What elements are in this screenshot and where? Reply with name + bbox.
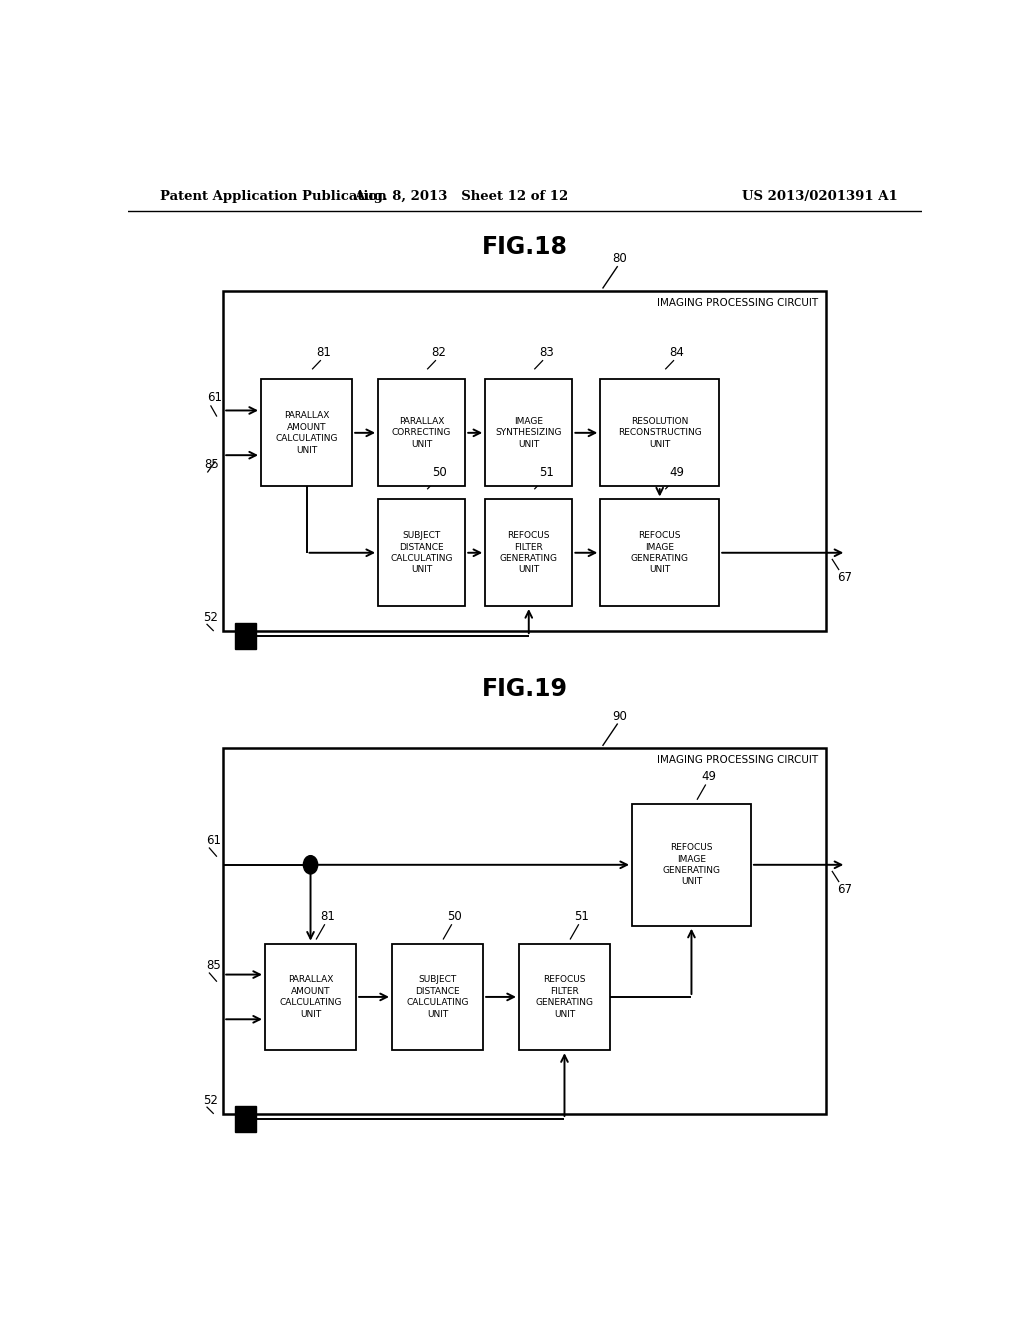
- Text: 51: 51: [574, 911, 590, 923]
- Text: 83: 83: [539, 346, 554, 359]
- Text: 67: 67: [838, 883, 852, 896]
- Bar: [378, 379, 465, 486]
- Text: REFOCUS
FILTER
GENERATING
UNIT: REFOCUS FILTER GENERATING UNIT: [536, 975, 594, 1019]
- Text: 84: 84: [670, 346, 685, 359]
- Text: PARALLAX
AMOUNT
CALCULATING
UNIT: PARALLAX AMOUNT CALCULATING UNIT: [275, 411, 338, 454]
- Text: 52: 52: [204, 1094, 218, 1106]
- Text: US 2013/0201391 A1: US 2013/0201391 A1: [742, 190, 898, 202]
- Text: FIG.18: FIG.18: [482, 235, 567, 259]
- Bar: [265, 944, 356, 1051]
- Bar: [485, 499, 572, 606]
- Text: 85: 85: [204, 458, 219, 471]
- Text: 82: 82: [432, 346, 446, 359]
- Bar: [600, 379, 719, 486]
- Text: IMAGING PROCESSING CIRCUIT: IMAGING PROCESSING CIRCUIT: [657, 755, 818, 766]
- Text: 49: 49: [701, 771, 717, 784]
- Text: PARALLAX
AMOUNT
CALCULATING
UNIT: PARALLAX AMOUNT CALCULATING UNIT: [280, 975, 342, 1019]
- Bar: [632, 804, 751, 925]
- Bar: [223, 290, 826, 631]
- Text: 81: 81: [316, 346, 332, 359]
- Text: IMAGING PROCESSING CIRCUIT: IMAGING PROCESSING CIRCUIT: [657, 297, 818, 308]
- Text: 52: 52: [204, 611, 218, 624]
- Bar: [600, 499, 719, 606]
- Text: 50: 50: [447, 911, 463, 923]
- Text: 61: 61: [206, 833, 221, 846]
- Text: REFOCUS
FILTER
GENERATING
UNIT: REFOCUS FILTER GENERATING UNIT: [500, 531, 558, 574]
- Bar: [519, 944, 610, 1051]
- Text: SUBJECT
DISTANCE
CALCULATING
UNIT: SUBJECT DISTANCE CALCULATING UNIT: [407, 975, 469, 1019]
- Circle shape: [303, 855, 317, 874]
- Text: 67: 67: [838, 572, 852, 583]
- Bar: [392, 944, 483, 1051]
- Bar: [378, 499, 465, 606]
- Text: RESOLUTION
RECONSTRUCTING
UNIT: RESOLUTION RECONSTRUCTING UNIT: [617, 417, 701, 449]
- Text: REFOCUS
IMAGE
GENERATING
UNIT: REFOCUS IMAGE GENERATING UNIT: [663, 843, 721, 887]
- Bar: [485, 379, 572, 486]
- Text: 51: 51: [539, 466, 554, 479]
- Bar: [223, 748, 826, 1114]
- Text: SUBJECT
DISTANCE
CALCULATING
UNIT: SUBJECT DISTANCE CALCULATING UNIT: [390, 531, 453, 574]
- Text: 81: 81: [321, 911, 336, 923]
- Text: 90: 90: [612, 710, 628, 722]
- Text: FIG.19: FIG.19: [482, 677, 567, 701]
- Bar: [236, 623, 256, 649]
- Bar: [261, 379, 352, 486]
- Text: 50: 50: [432, 466, 446, 479]
- Text: 61: 61: [207, 391, 222, 404]
- Text: Aug. 8, 2013   Sheet 12 of 12: Aug. 8, 2013 Sheet 12 of 12: [354, 190, 568, 202]
- Text: 49: 49: [670, 466, 685, 479]
- Text: Patent Application Publication: Patent Application Publication: [160, 190, 386, 202]
- Text: 80: 80: [612, 252, 628, 265]
- Text: PARALLAX
CORRECTING
UNIT: PARALLAX CORRECTING UNIT: [392, 417, 452, 449]
- Text: IMAGE
SYNTHESIZING
UNIT: IMAGE SYNTHESIZING UNIT: [496, 417, 562, 449]
- Text: REFOCUS
IMAGE
GENERATING
UNIT: REFOCUS IMAGE GENERATING UNIT: [631, 531, 689, 574]
- Bar: [236, 1106, 256, 1133]
- Text: 85: 85: [206, 958, 220, 972]
